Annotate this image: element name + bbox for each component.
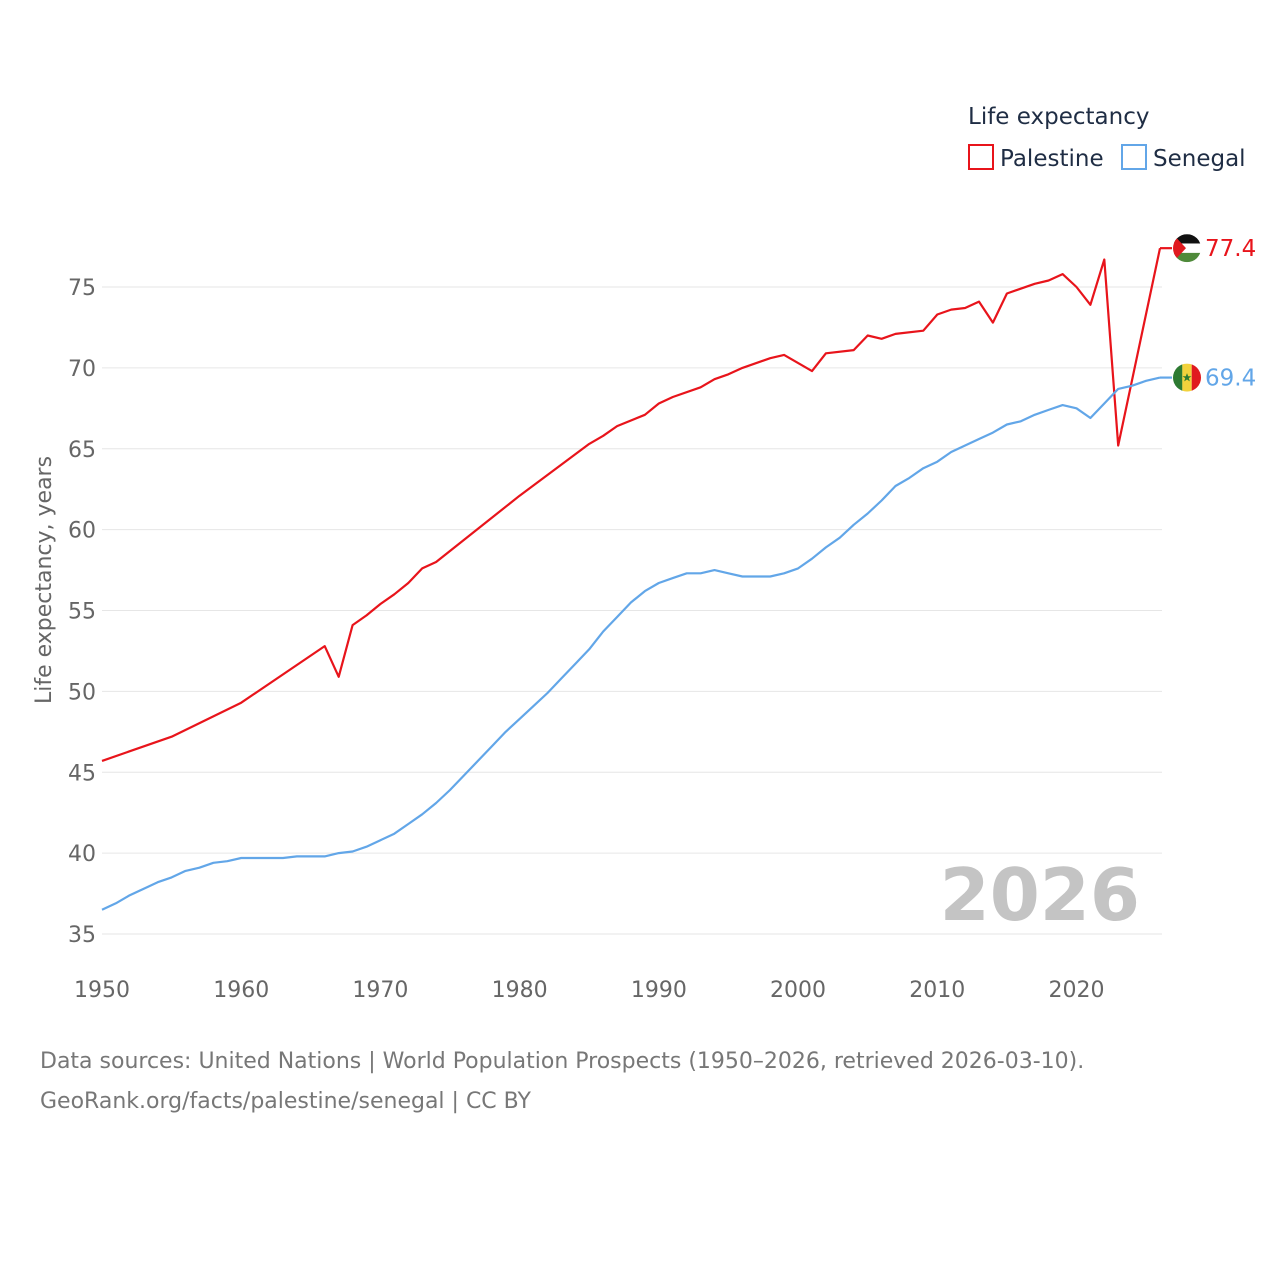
palestine-flag-icon bbox=[1173, 234, 1201, 262]
legend-swatch-senegal bbox=[1122, 145, 1146, 169]
y-tick-label: 55 bbox=[68, 600, 96, 625]
y-tick-label: 40 bbox=[68, 842, 96, 867]
end-labels: 77.4 69.4 bbox=[1173, 234, 1256, 391]
y-tick-label: 35 bbox=[68, 923, 96, 948]
source-note: Data sources: United Nations | World Pop… bbox=[40, 1042, 1240, 1122]
year-watermark: 2026 bbox=[940, 853, 1140, 937]
x-tick-label: 2000 bbox=[770, 978, 826, 1003]
legend: Life expectancy Palestine Senegal bbox=[968, 104, 1246, 172]
y-tick-label: 50 bbox=[68, 680, 96, 705]
y-tick-label: 75 bbox=[68, 276, 96, 301]
grid bbox=[102, 287, 1162, 934]
x-tick-label: 1970 bbox=[352, 978, 408, 1003]
x-tick-label: 1980 bbox=[492, 978, 548, 1003]
series-line-palestine bbox=[102, 248, 1160, 761]
legend-item-palestine[interactable]: Palestine bbox=[969, 145, 1104, 172]
end-value-label-palestine: 77.4 bbox=[1205, 236, 1256, 262]
y-tick-label: 45 bbox=[68, 761, 96, 786]
source-link[interactable]: GeoRank.org/facts/palestine/senegal | CC… bbox=[40, 1082, 1240, 1122]
senegal-flag-icon bbox=[1173, 364, 1201, 392]
y-tick-label: 65 bbox=[68, 438, 96, 463]
legend-item-senegal[interactable]: Senegal bbox=[1122, 145, 1246, 172]
y-tick-label: 60 bbox=[68, 519, 96, 544]
legend-swatch-palestine bbox=[969, 145, 993, 169]
series-line-senegal bbox=[102, 378, 1160, 910]
source-line: Data sources: United Nations | World Pop… bbox=[40, 1042, 1240, 1082]
legend-title: Life expectancy bbox=[968, 104, 1149, 130]
legend-label-palestine: Palestine bbox=[1000, 146, 1104, 172]
x-tick-label: 2020 bbox=[1048, 978, 1104, 1003]
x-tick-label: 2010 bbox=[909, 978, 965, 1003]
series bbox=[102, 248, 1172, 910]
x-tick-label: 1990 bbox=[631, 978, 687, 1003]
end-value-label-senegal: 69.4 bbox=[1205, 366, 1256, 392]
y-axis-title: Life expectancy, years bbox=[32, 456, 57, 704]
x-tick-label: 1950 bbox=[74, 978, 130, 1003]
y-tick-label: 70 bbox=[68, 357, 96, 382]
legend-label-senegal: Senegal bbox=[1153, 146, 1246, 172]
x-tick-label: 1960 bbox=[213, 978, 269, 1003]
